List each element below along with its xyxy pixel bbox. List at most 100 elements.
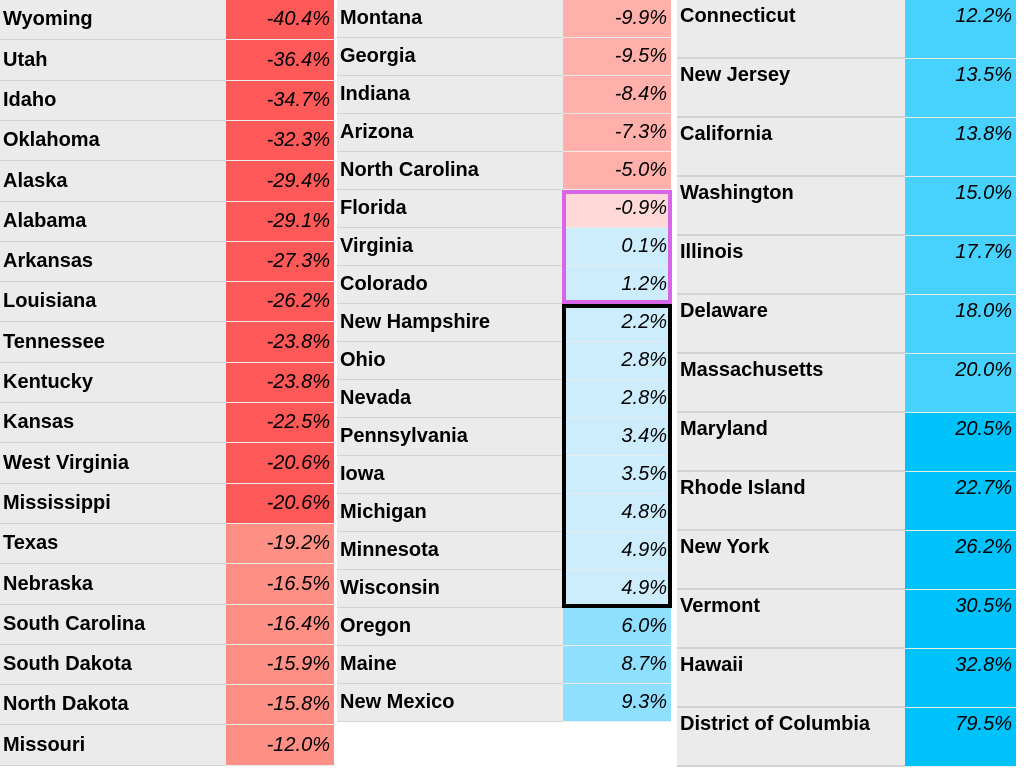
column-right: Connecticut 12.2% New Jersey 13.5% Californi… xyxy=(677,0,1016,767)
margin-value-cell: 0.1% xyxy=(563,228,671,266)
state-name: Delaware xyxy=(677,295,905,354)
state-name: Georgia xyxy=(337,38,563,76)
state-name: South Dakota xyxy=(0,645,226,685)
margin-value-cell: -20.6% xyxy=(226,443,334,484)
table-row: Connecticut 12.2% xyxy=(677,0,1016,59)
margin-value-cell: -19.2% xyxy=(226,524,334,564)
state-name: Alaska xyxy=(0,161,226,202)
table-row: Oklahoma -32.3% xyxy=(0,121,334,161)
state-name: Wisconsin xyxy=(337,570,563,608)
margin-value-cell: 12.2% xyxy=(905,0,1016,59)
table-row: Mississippi -20.6% xyxy=(0,484,334,524)
state-name: Connecticut xyxy=(677,0,905,59)
margin-value-cell: 9.3% xyxy=(563,684,671,722)
state-name: West Virginia xyxy=(0,443,226,484)
margin-value-cell: -9.5% xyxy=(563,38,671,76)
state-name: Kansas xyxy=(0,403,226,443)
table-row: Alaska -29.4% xyxy=(0,161,334,202)
table-row: West Virginia -20.6% xyxy=(0,443,334,484)
state-name: Utah xyxy=(0,40,226,81)
margin-value-cell: 8.7% xyxy=(563,646,671,684)
state-name: Oregon xyxy=(337,608,563,646)
margin-value-cell: -22.5% xyxy=(226,403,334,443)
margin-value-cell: 22.7% xyxy=(905,472,1016,531)
margin-value-cell: -26.2% xyxy=(226,282,334,322)
table-row: Massachusetts 20.0% xyxy=(677,354,1016,413)
table-row: Arkansas -27.3% xyxy=(0,242,334,282)
margin-value-cell: 15.0% xyxy=(905,177,1016,236)
margin-value-cell: 17.7% xyxy=(905,236,1016,295)
table-row: Florida -0.9% xyxy=(337,190,671,228)
state-name: Indiana xyxy=(337,76,563,114)
table-row: Maine 8.7% xyxy=(337,646,671,684)
margin-value-cell: -29.4% xyxy=(226,161,334,202)
state-name: Virginia xyxy=(337,228,563,266)
margin-value-cell: -0.9% xyxy=(563,190,671,228)
table-row: North Dakota -15.8% xyxy=(0,685,334,725)
margin-value-cell: 4.9% xyxy=(563,570,671,608)
column-left: Wyoming -40.4% Utah -36.4% Idaho -34.7% Oklaho… xyxy=(0,0,334,766)
table-row: Rhode Island 22.7% xyxy=(677,472,1016,531)
state-name: California xyxy=(677,118,905,177)
state-name: New Mexico xyxy=(337,684,563,722)
state-name: Missouri xyxy=(0,725,226,766)
table-row: Nebraska -16.5% xyxy=(0,564,334,605)
state-name: District of Columbia xyxy=(677,708,905,767)
state-name: Minnesota xyxy=(337,532,563,570)
table-row: Washington 15.0% xyxy=(677,177,1016,236)
table-row: Maryland 20.5% xyxy=(677,413,1016,472)
table-row: North Carolina -5.0% xyxy=(337,152,671,190)
state-name: Nebraska xyxy=(0,564,226,605)
table-row: Virginia 0.1% xyxy=(337,228,671,266)
margin-value-cell: 79.5% xyxy=(905,708,1016,767)
state-name: Pennsylvania xyxy=(337,418,563,456)
state-name: Rhode Island xyxy=(677,472,905,531)
margin-value-cell: 6.0% xyxy=(563,608,671,646)
margin-value-cell: 3.4% xyxy=(563,418,671,456)
table-row: Idaho -34.7% xyxy=(0,81,334,121)
table-row: Ohio 2.8% xyxy=(337,342,671,380)
table-row: Wisconsin 4.9% xyxy=(337,570,671,608)
margin-value-cell: -8.4% xyxy=(563,76,671,114)
state-name: New York xyxy=(677,531,905,590)
table-row: New York 26.2% xyxy=(677,531,1016,590)
margin-value-cell: -15.9% xyxy=(226,645,334,685)
state-name: Maryland xyxy=(677,413,905,472)
margin-value-cell: 32.8% xyxy=(905,649,1016,708)
margin-value-cell: 2.8% xyxy=(563,342,671,380)
state-name: Kentucky xyxy=(0,363,226,403)
table-row: Utah -36.4% xyxy=(0,40,334,81)
table-row: Michigan 4.8% xyxy=(337,494,671,532)
state-name: Maine xyxy=(337,646,563,684)
state-name: Tennessee xyxy=(0,322,226,363)
state-name: Mississippi xyxy=(0,484,226,524)
margin-value-cell: 30.5% xyxy=(905,590,1016,649)
state-name: Montana xyxy=(337,0,563,38)
table-row: New Mexico 9.3% xyxy=(337,684,671,722)
table-row: Tennessee -23.8% xyxy=(0,322,334,363)
table-row: Missouri -12.0% xyxy=(0,725,334,766)
margin-value-cell: -32.3% xyxy=(226,121,334,161)
table-row: Delaware 18.0% xyxy=(677,295,1016,354)
margin-value-cell: 18.0% xyxy=(905,295,1016,354)
margin-value-cell: -16.5% xyxy=(226,564,334,605)
table-row: South Carolina -16.4% xyxy=(0,605,334,645)
column-middle: Montana -9.9% Georgia -9.5% Indiana -8.4% Ariz… xyxy=(337,0,671,722)
state-name: Florida xyxy=(337,190,563,228)
margin-value-cell: 20.0% xyxy=(905,354,1016,413)
state-name: Texas xyxy=(0,524,226,564)
table-row: Kansas -22.5% xyxy=(0,403,334,443)
margin-value-cell: -27.3% xyxy=(226,242,334,282)
margin-value-cell: 13.5% xyxy=(905,59,1016,118)
margin-value-cell: 20.5% xyxy=(905,413,1016,472)
table-row: Oregon 6.0% xyxy=(337,608,671,646)
margin-value-cell: 1.2% xyxy=(563,266,671,304)
margin-value-cell: -7.3% xyxy=(563,114,671,152)
table-row: Arizona -7.3% xyxy=(337,114,671,152)
margin-value-cell: -12.0% xyxy=(226,725,334,766)
table-row: District of Columbia 79.5% xyxy=(677,708,1016,767)
table-row: Illinois 17.7% xyxy=(677,236,1016,295)
state-name: Massachusetts xyxy=(677,354,905,413)
state-name: Alabama xyxy=(0,202,226,242)
table-row: Wyoming -40.4% xyxy=(0,0,334,40)
